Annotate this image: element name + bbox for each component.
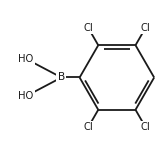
Text: B: B — [58, 73, 65, 82]
Text: Cl: Cl — [140, 23, 150, 33]
Text: HO: HO — [18, 54, 34, 64]
Text: Cl: Cl — [140, 122, 150, 132]
Text: Cl: Cl — [83, 23, 93, 33]
Text: HO: HO — [18, 91, 34, 101]
Text: Cl: Cl — [83, 122, 93, 132]
